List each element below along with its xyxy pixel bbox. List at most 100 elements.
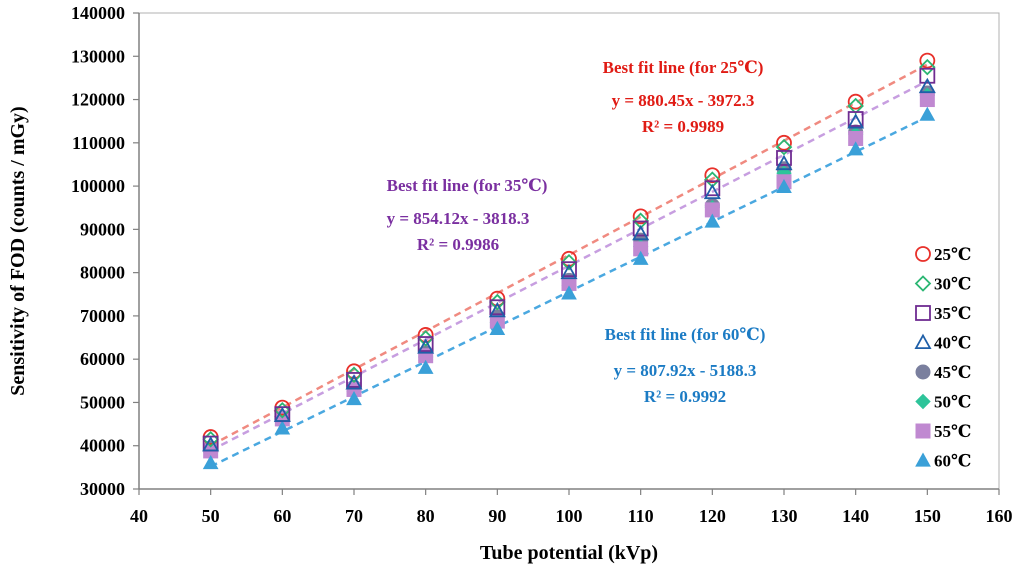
point-60C bbox=[417, 359, 434, 374]
point-30C bbox=[560, 253, 578, 271]
x-tick-label: 80 bbox=[417, 506, 435, 526]
annotation-35-title: Best fit line (for 35℃) bbox=[387, 176, 548, 195]
point-35C bbox=[776, 150, 792, 166]
y-tick-label: 130000 bbox=[71, 46, 125, 66]
y-axis-title: Sensitivity of FOD (counts / mGy) bbox=[7, 106, 29, 395]
point-25C bbox=[489, 290, 506, 307]
x-tick-label: 90 bbox=[488, 506, 506, 526]
legend-label: 40℃ bbox=[934, 334, 971, 353]
point-60C bbox=[632, 250, 649, 265]
annotation-60-title: Best fit line (for 60℃) bbox=[605, 325, 766, 344]
x-tick-label: 140 bbox=[842, 506, 869, 526]
annotation-60-equation: y = 807.92x - 5188.3 bbox=[614, 361, 757, 380]
point-40C bbox=[847, 113, 865, 129]
y-tick-label: 110000 bbox=[72, 133, 125, 153]
annotation-35-r2: R² = 0.9986 bbox=[417, 235, 499, 254]
point-30C bbox=[919, 58, 936, 76]
point-35C bbox=[919, 67, 936, 84]
annotation-25-title: Best fit line (for 25℃) bbox=[603, 58, 764, 77]
y-tick-label: 100000 bbox=[71, 176, 125, 196]
fit-25-line bbox=[210, 63, 928, 447]
x-tick-label: 150 bbox=[914, 506, 941, 526]
legend-marker bbox=[915, 423, 931, 439]
point-35C bbox=[489, 299, 506, 316]
legend-label: 30℃ bbox=[934, 275, 971, 294]
legend-label: 35℃ bbox=[934, 304, 971, 323]
point-60C bbox=[776, 178, 792, 194]
legend-marker bbox=[915, 393, 931, 410]
point-25C bbox=[704, 167, 721, 184]
legend-marker bbox=[915, 452, 931, 467]
point-40C bbox=[417, 338, 435, 354]
point-40C bbox=[918, 77, 936, 94]
point-60C bbox=[847, 141, 864, 156]
point-25C bbox=[919, 52, 936, 69]
y-tick-label: 140000 bbox=[71, 3, 125, 23]
point-25C bbox=[632, 208, 649, 225]
point-55C bbox=[919, 92, 935, 108]
y-tick-label: 120000 bbox=[71, 90, 125, 110]
point-60C bbox=[489, 320, 506, 335]
point-35C bbox=[632, 220, 649, 237]
x-tick-label: 40 bbox=[130, 506, 148, 526]
point-30C bbox=[775, 138, 793, 156]
legend-marker bbox=[915, 364, 931, 380]
point-25C bbox=[847, 93, 864, 110]
annotation-35-equation: y = 854.12x - 3818.3 bbox=[387, 209, 530, 228]
point-60C bbox=[919, 106, 936, 121]
x-tick-label: 60 bbox=[273, 506, 291, 526]
point-30C bbox=[417, 330, 434, 347]
y-tick-label: 50000 bbox=[80, 392, 125, 412]
point-60C bbox=[561, 285, 577, 300]
legend-label: 60℃ bbox=[934, 452, 971, 471]
annotation-35: Best fit line (for 35℃) y = 854.12x - 38… bbox=[387, 176, 548, 254]
y-tick-label: 90000 bbox=[80, 219, 125, 239]
annotation-25: Best fit line (for 25℃) y = 880.45x - 39… bbox=[603, 58, 764, 136]
x-tick-label: 50 bbox=[202, 506, 220, 526]
point-40C bbox=[632, 224, 650, 241]
point-40C bbox=[775, 154, 793, 171]
annotation-60-r2: R² = 0.9992 bbox=[644, 387, 726, 406]
legend: 25℃ 30℃ 35℃ 40℃ 45℃ 50℃ 55℃ 60℃ bbox=[914, 245, 971, 471]
point-35C bbox=[417, 336, 434, 352]
point-40C bbox=[202, 436, 220, 452]
legend-marker bbox=[915, 305, 931, 321]
point-40C bbox=[703, 183, 721, 200]
x-tick-label: 120 bbox=[699, 506, 726, 526]
y-tick-label: 30000 bbox=[80, 479, 125, 499]
point-30C bbox=[847, 97, 864, 115]
point-40C bbox=[273, 406, 291, 422]
point-40C bbox=[345, 374, 363, 390]
legend-label: 50℃ bbox=[934, 393, 971, 412]
x-tick-label: 130 bbox=[771, 506, 798, 526]
point-60C bbox=[346, 390, 362, 406]
point-60C bbox=[202, 455, 219, 470]
y-tick-label: 40000 bbox=[80, 436, 125, 456]
legend-marker bbox=[914, 275, 932, 292]
legend-marker bbox=[915, 246, 931, 262]
point-60C bbox=[274, 420, 291, 435]
annotation-25-r2: R² = 0.9989 bbox=[642, 117, 724, 136]
legend-marker bbox=[914, 333, 932, 350]
point-35C bbox=[847, 111, 864, 127]
x-axis-title: Tube potential (kVp) bbox=[480, 542, 658, 564]
point-35C bbox=[561, 261, 577, 278]
y-tick-label: 70000 bbox=[80, 306, 125, 326]
fit-35-line bbox=[210, 79, 928, 452]
point-40C bbox=[488, 301, 506, 318]
legend-label: 55℃ bbox=[934, 422, 971, 441]
point-40C bbox=[560, 263, 578, 280]
point-35C bbox=[346, 372, 362, 388]
x-tick-label: 110 bbox=[628, 506, 654, 526]
x-tick-label: 160 bbox=[986, 506, 1013, 526]
x-tick-label: 100 bbox=[556, 506, 583, 526]
point-25C bbox=[346, 363, 362, 380]
y-tick-label: 80000 bbox=[80, 263, 125, 283]
legend-label: 45℃ bbox=[934, 363, 971, 382]
point-60C bbox=[704, 213, 721, 228]
point-25C bbox=[417, 327, 434, 343]
y-tick-label: 60000 bbox=[80, 349, 125, 369]
legend-label: 25℃ bbox=[934, 245, 971, 264]
x-tick-label: 70 bbox=[345, 506, 363, 526]
